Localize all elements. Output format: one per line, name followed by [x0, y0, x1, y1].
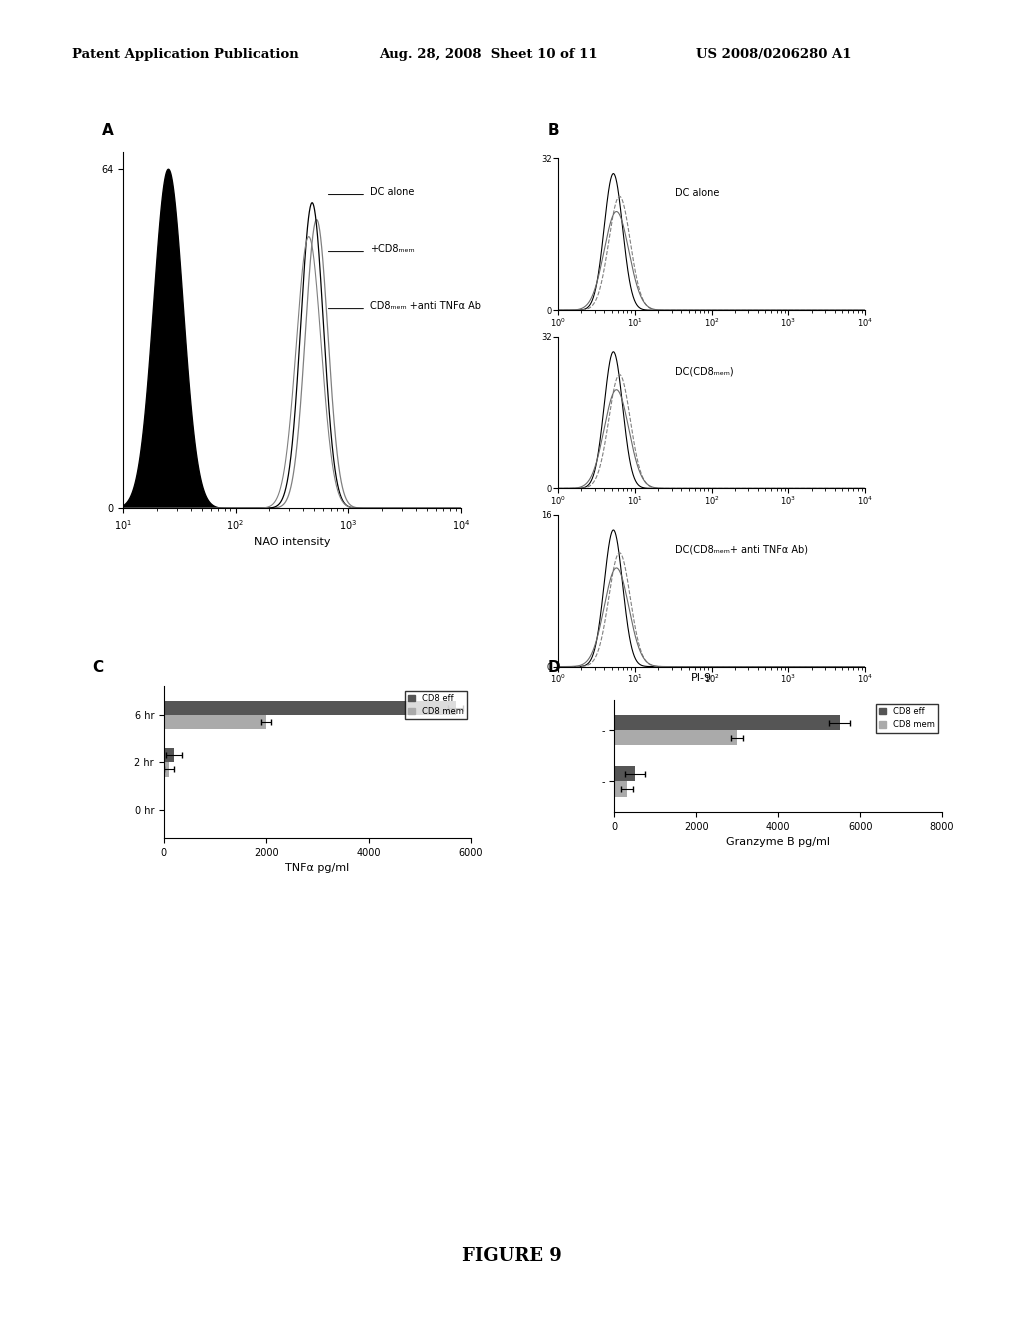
Text: C: C: [92, 660, 103, 675]
Text: D: D: [548, 660, 560, 675]
X-axis label: TNFα pg/ml: TNFα pg/ml: [286, 863, 349, 874]
X-axis label: Granzyme B pg/ml: Granzyme B pg/ml: [726, 837, 830, 847]
Bar: [164, 715, 266, 729]
Text: US 2008/0206280 A1: US 2008/0206280 A1: [696, 48, 852, 61]
Bar: [614, 781, 627, 796]
Legend: CD8 eff, CD8 mem: CD8 eff, CD8 mem: [406, 690, 467, 719]
Bar: [164, 701, 456, 715]
Bar: [164, 762, 169, 776]
Text: DC alone: DC alone: [675, 189, 719, 198]
Text: DC(CD8ₘₑₘ): DC(CD8ₘₑₘ): [675, 367, 733, 376]
Bar: [614, 715, 840, 730]
Text: PI-9: PI-9: [691, 673, 712, 684]
Text: DC alone: DC alone: [370, 187, 414, 198]
Text: +CD8ₘₑₘ: +CD8ₘₑₘ: [370, 244, 414, 255]
Text: Patent Application Publication: Patent Application Publication: [72, 48, 298, 61]
Bar: [614, 766, 635, 781]
Text: B: B: [548, 123, 559, 137]
X-axis label: NAO intensity: NAO intensity: [254, 537, 330, 548]
Legend: CD8 eff, CD8 mem: CD8 eff, CD8 mem: [877, 704, 938, 733]
Text: CD8ₘₑₘ +anti TNFα Ab: CD8ₘₑₘ +anti TNFα Ab: [370, 301, 480, 312]
Text: FIGURE 9: FIGURE 9: [462, 1246, 562, 1265]
Bar: [164, 748, 174, 762]
Text: A: A: [102, 123, 114, 137]
Bar: [614, 730, 737, 746]
Text: Aug. 28, 2008  Sheet 10 of 11: Aug. 28, 2008 Sheet 10 of 11: [379, 48, 598, 61]
Text: DC(CD8ₘₑₘ+ anti TNFα Ab): DC(CD8ₘₑₘ+ anti TNFα Ab): [675, 545, 808, 554]
